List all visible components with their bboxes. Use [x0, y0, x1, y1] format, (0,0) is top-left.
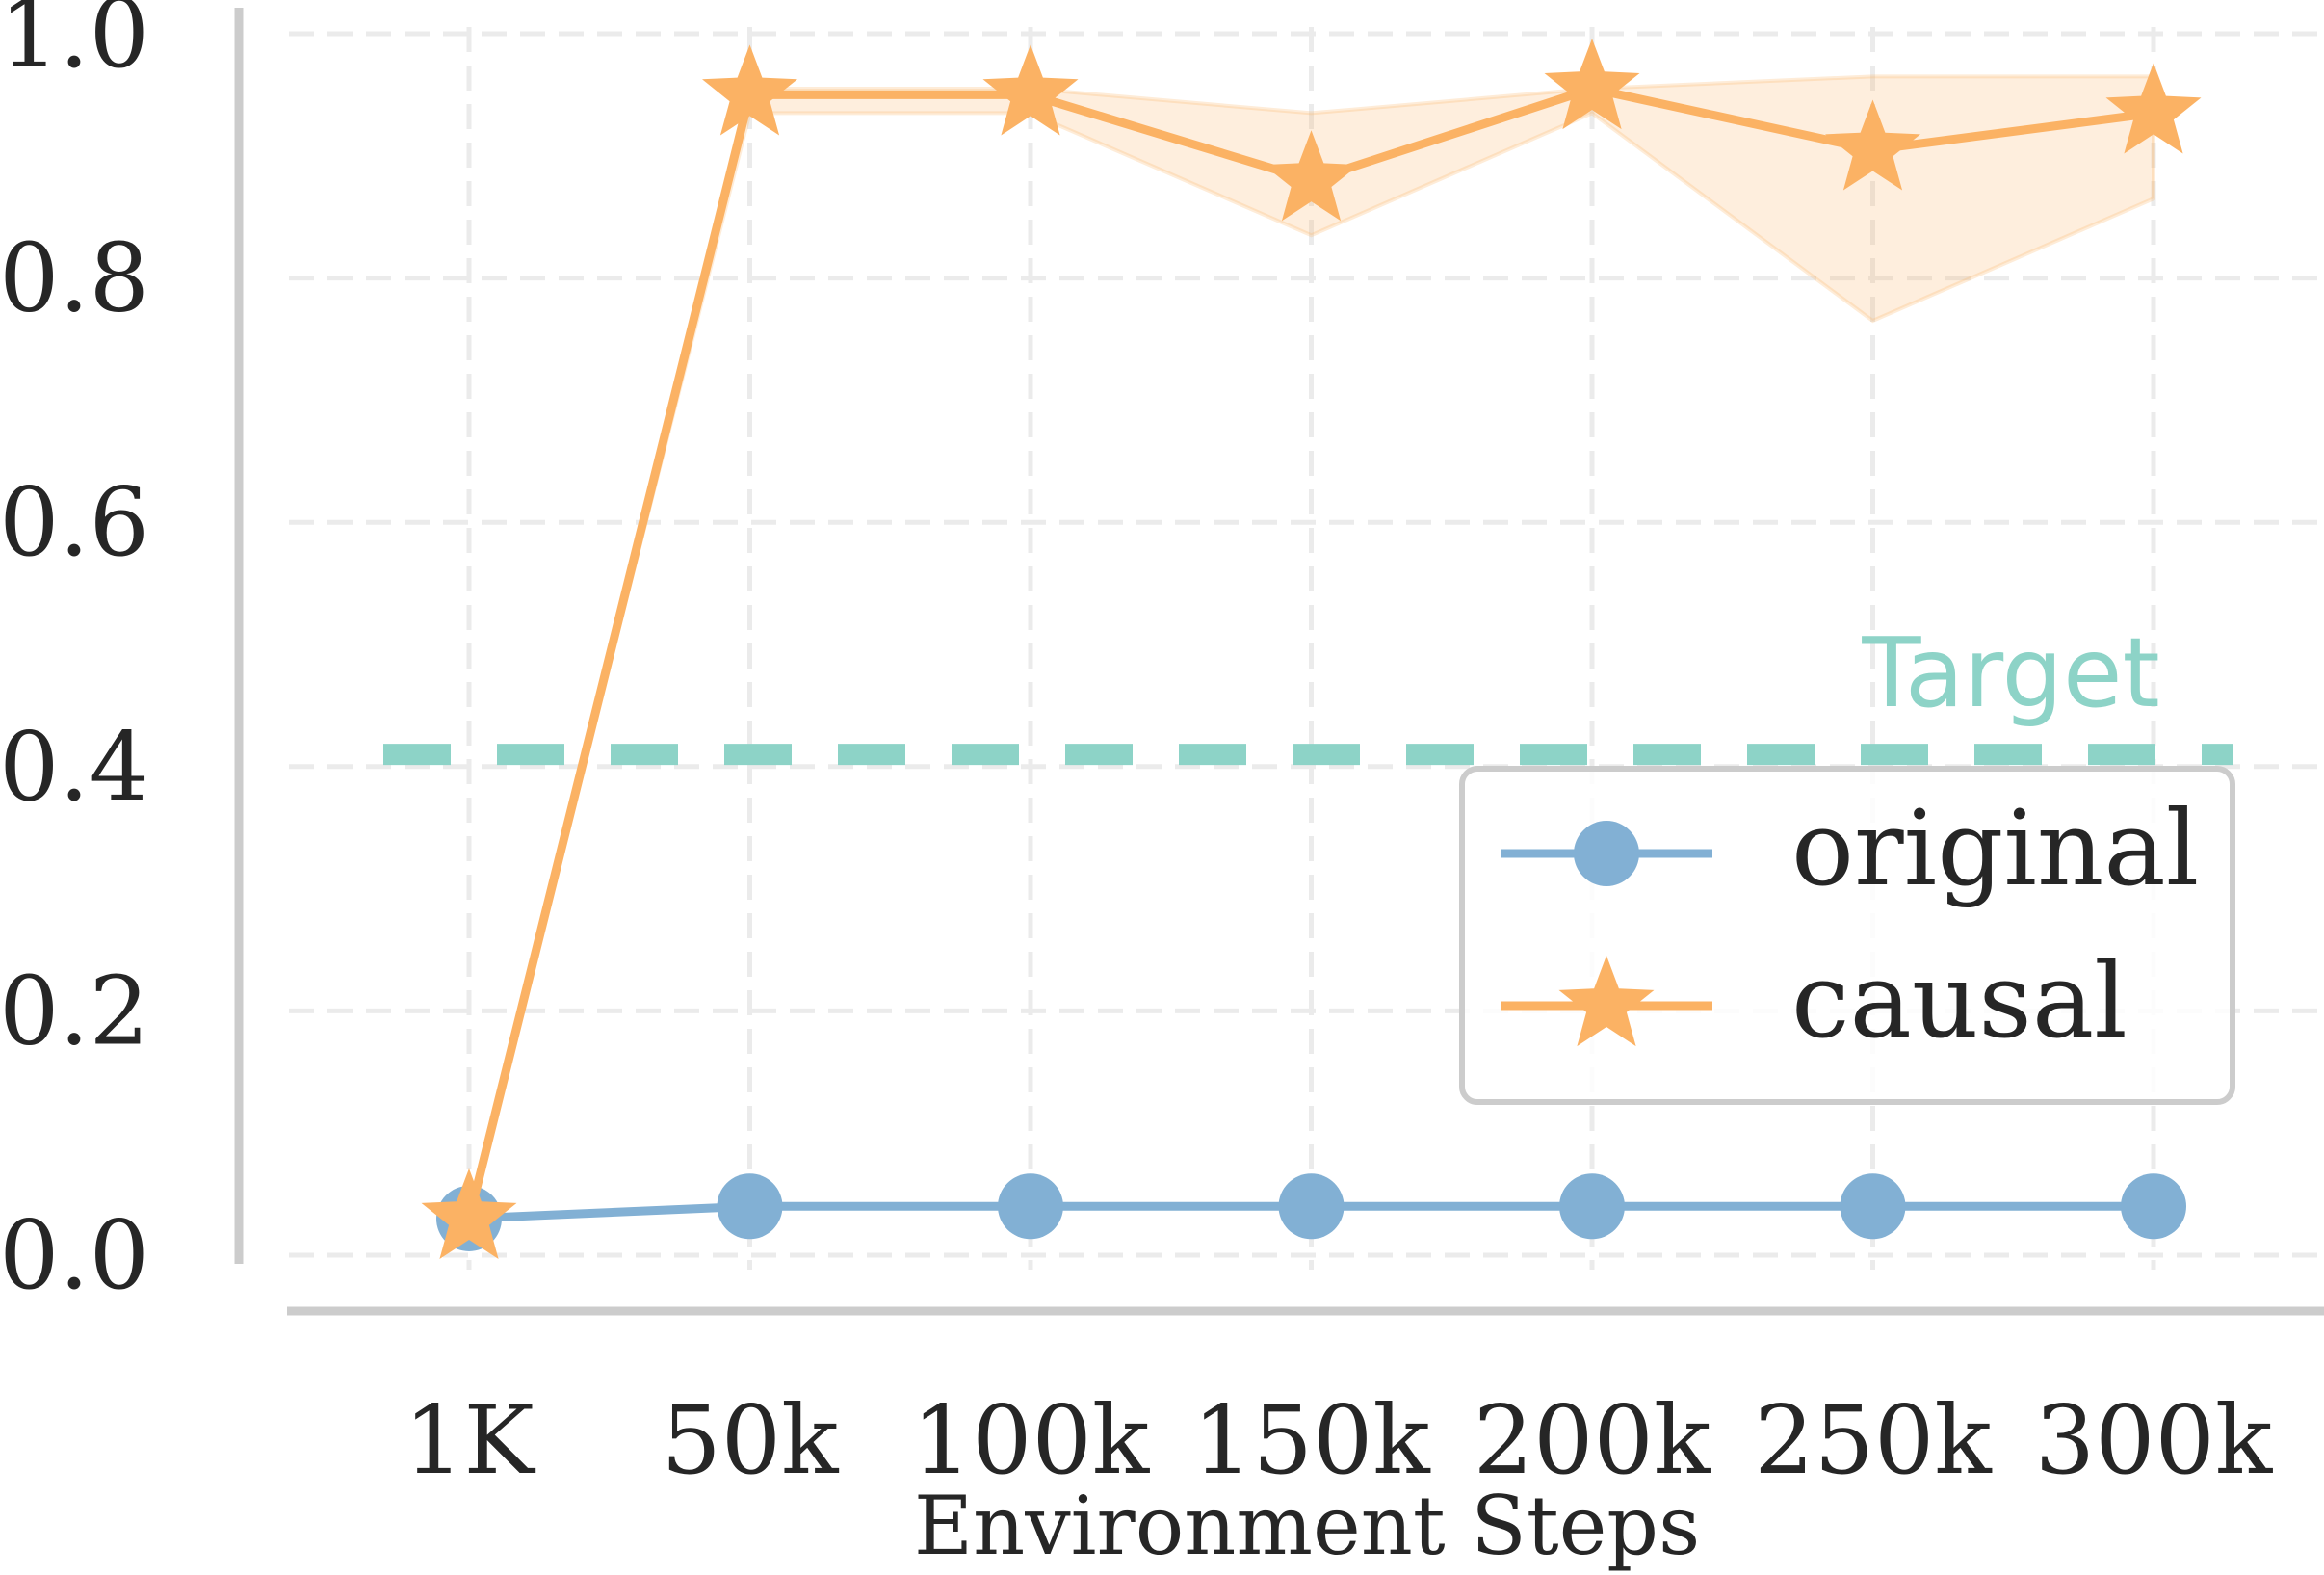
- x-tick-labels: 1K 50k 100k 150k 200k 250k 300k: [404, 1386, 2274, 1496]
- x-axis-title: Environment Steps: [914, 1479, 1700, 1573]
- y-tick-label: 0.6: [0, 468, 149, 578]
- causal-point: [1264, 130, 1359, 222]
- y-tick-label: 0.4: [0, 713, 149, 823]
- x-tick-label: 100k: [912, 1386, 1151, 1496]
- x-tick-label: 50k: [661, 1386, 840, 1496]
- causal-point: [421, 1168, 517, 1259]
- confidence-bands: [467, 74, 2155, 1220]
- y-tick-labels: 0.0 0.2 0.4 0.6 0.8 1.0: [0, 0, 149, 1311]
- y-tick-label: 0.0: [0, 1201, 149, 1311]
- series: [421, 39, 2202, 1259]
- causal-point: [2105, 63, 2202, 154]
- legend: original causal: [1459, 766, 2235, 1105]
- legend-original-label: original: [1791, 789, 2199, 909]
- causal-point: [982, 44, 1079, 136]
- x-tick-label: 300k: [2035, 1386, 2274, 1496]
- original-point: [1559, 1173, 1625, 1240]
- causal-point: [702, 44, 797, 136]
- original-point: [998, 1173, 1063, 1240]
- legend-entries: original causal: [1501, 789, 2199, 1062]
- target-reference: Target: [383, 617, 2233, 766]
- y-tick-label: 1.0: [0, 0, 149, 90]
- y-tick-label: 0.2: [0, 957, 149, 1066]
- target-label: Target: [1861, 617, 2159, 729]
- x-tick-label: 200k: [1474, 1386, 1712, 1496]
- legend-causal-label: causal: [1791, 941, 2128, 1062]
- original-point: [1278, 1173, 1345, 1240]
- x-tick-label: 250k: [1754, 1386, 1993, 1496]
- legend-causal-marker: [1558, 956, 1655, 1047]
- causal-point: [1825, 99, 1920, 191]
- original-point: [2121, 1173, 2186, 1240]
- x-tick-label: 150k: [1192, 1386, 1431, 1496]
- causal-band: [467, 74, 2155, 1220]
- y-tick-label: 0.8: [0, 224, 149, 334]
- x-tick-label: 1K: [404, 1386, 535, 1496]
- axes: [234, 8, 2324, 1316]
- original-point: [1840, 1173, 1906, 1240]
- legend-original-marker: [1574, 821, 1639, 886]
- original-point: [717, 1173, 783, 1240]
- causal-point: [1544, 39, 1640, 130]
